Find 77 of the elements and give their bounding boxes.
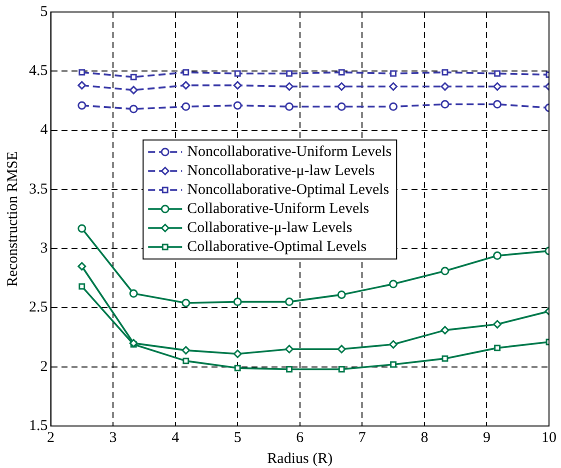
point [337,344,346,354]
y-tick-label: 4 [40,122,48,138]
x-axis-title: Radius (R) [267,450,333,467]
x-tick-label: 8 [420,430,428,446]
legend-label: Collaborative-Optimal Levels [187,238,367,255]
point [285,82,294,91]
y-axis-title: Reconstruction RMSE [4,151,21,287]
point [78,262,86,271]
point [182,346,190,355]
point [493,320,502,329]
point [494,344,501,352]
point [78,81,86,90]
y-tick-label: 2.5 [29,300,48,316]
y-tick-label: 5 [40,4,48,20]
point [337,82,346,91]
point [338,366,345,372]
point [234,364,241,372]
point [389,102,398,111]
point [390,361,397,368]
y-tick-label: 1.5 [29,418,48,434]
point [182,102,190,111]
point [182,69,190,76]
point [233,81,242,90]
x-tick-label: 3 [109,430,117,446]
legend-label: Collaborative-Uniform Levels [187,200,370,217]
point [129,338,138,348]
point [442,69,448,76]
point [129,104,138,114]
x-tick-label: 6 [296,430,304,446]
point [233,298,242,306]
point [130,74,137,80]
point [493,251,502,260]
point [389,340,398,349]
y-tick-label: 2 [40,358,48,375]
point [182,298,190,308]
point [389,82,398,91]
x-tick-label: 5 [234,430,242,446]
y-tick-label: 4.5 [29,63,48,80]
x-tick-label: 4 [172,430,180,446]
x-tick-label: 10 [542,430,556,446]
legend-label: Collaborative-μ-law Levels [187,220,352,236]
y-tick-label: 3.5 [29,181,48,198]
point [285,298,294,306]
point [440,82,450,91]
point [338,69,345,76]
point [78,69,86,76]
point [182,358,190,364]
point [234,70,241,77]
point [286,70,293,77]
legend-label: Noncollaborative-Optimal Levels [187,182,390,198]
point [78,101,86,110]
y-tick-label: 3 [40,240,48,257]
legend-label: Noncollaborative-μ-law Levels [187,162,375,179]
point [233,101,242,110]
x-tick-label: 7 [358,430,366,446]
point [494,70,501,77]
point [440,326,450,334]
point [493,100,502,109]
point [440,100,450,109]
point [337,102,346,111]
point [440,266,450,276]
point [285,344,294,354]
x-tick-label: 9 [482,430,490,446]
point [285,102,294,111]
point [390,70,397,77]
point [389,280,398,288]
point [493,82,502,91]
point [129,289,138,298]
point [337,290,346,299]
point [78,283,86,290]
point [78,224,86,233]
point [129,86,138,94]
legend-label: Noncollaborative-Uniform Levels [187,144,392,160]
point [442,355,448,362]
point [182,81,190,90]
point [233,350,242,358]
point [286,366,293,372]
